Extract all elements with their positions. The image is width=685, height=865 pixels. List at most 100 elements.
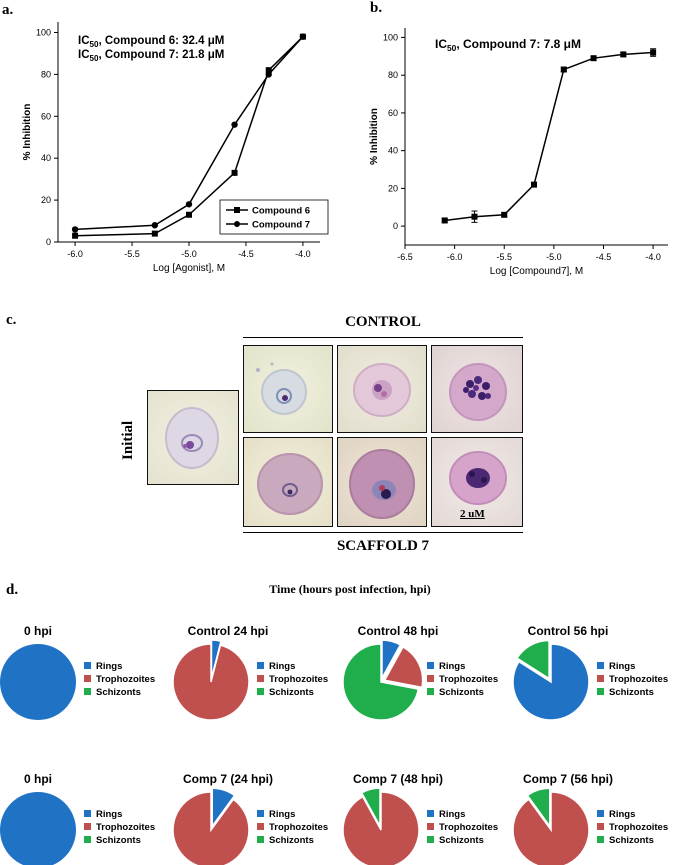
chart-b-annotation: IC50, Compound 7: 7.8 μM: [435, 37, 581, 53]
pie-legend-label: Schizonts: [269, 835, 314, 846]
panel-letter-d: d.: [6, 582, 19, 598]
pie-legend-label: Schizonts: [439, 687, 484, 698]
chart-a-xtick-label: -4.5: [238, 249, 254, 259]
control-divider: [243, 337, 523, 338]
panel-letter-c: c.: [6, 312, 17, 328]
pie-legend-swatch: [257, 675, 264, 682]
pie-section-title: Time (hours post infection, hpi): [269, 582, 430, 596]
cell-image: [257, 453, 323, 515]
chart-b-xtick-label: -5.5: [496, 252, 512, 262]
chart-a-series-line-2: [75, 36, 304, 231]
chart-b-point-square: [620, 51, 627, 58]
pie-legend-label: Trophozoites: [269, 674, 328, 685]
micrograph-control-2: [337, 345, 427, 433]
chart-b-point-square: [471, 213, 478, 220]
chart-a-point-circle: [151, 222, 159, 229]
chart-a-ytick-label: 80: [41, 69, 51, 79]
chart-a-ytick-label: 20: [41, 195, 51, 205]
pie-chart-grid: Time (hours post infection, hpi) 0 hpi Rin…: [0, 582, 668, 865]
chart-a-xtick-label: -4.0: [295, 249, 311, 259]
chart-a-point-square: [151, 230, 158, 237]
chart-a-legend-box: [219, 199, 329, 235]
chart-b-xtick-label: -4.5: [596, 252, 612, 262]
pie-legend-swatch: [257, 688, 264, 695]
pie-slice-schizonts: [515, 639, 550, 680]
pie-legend-label: Rings: [609, 661, 635, 672]
pie-legend-swatch: [597, 688, 604, 695]
chart-a-legend: Compound 6 Compound 7: [219, 199, 329, 235]
chart-b-ytick-label: 60: [388, 108, 398, 118]
pie-slice-trophozoites: [342, 791, 420, 865]
micrograph-scaffold-3: 2 uM: [431, 437, 523, 527]
pie-legend-swatch: [427, 810, 434, 817]
cell-image: [353, 363, 411, 417]
chart-a-xlabel: Log [Agonist], M: [153, 263, 225, 274]
pie-legend-label: Schizonts: [609, 835, 654, 846]
chart-a-point-circle: [71, 226, 79, 233]
pie-slice-schizonts: [342, 643, 420, 721]
cell-image: [349, 449, 415, 519]
pie-slice-trophozoites: [512, 791, 590, 865]
pie-legend-swatch: [597, 810, 604, 817]
pie-legend-label: Trophozoites: [96, 822, 155, 833]
pie-legend-label: Rings: [96, 809, 122, 820]
pie-slice-rings: [211, 787, 236, 829]
chart-b-ytick-label: 40: [388, 146, 398, 156]
pie-legend-swatch: [84, 675, 91, 682]
pie-legend-label: Trophozoites: [439, 822, 498, 833]
chart-a-point-circle: [265, 71, 272, 78]
pie-title: Control 56 hpi: [528, 624, 609, 638]
cell-image: [449, 451, 507, 505]
chart-a-point-square: [72, 232, 79, 239]
pie-legend-swatch: [257, 836, 264, 843]
micrograph-scaffold-2: [337, 437, 427, 527]
chart-a-annotation: IC50, Compound 7: 21.8 μM: [78, 49, 224, 63]
chart-a-point-square: [186, 211, 192, 218]
pie-title: Control 48 hpi: [358, 624, 439, 638]
pie-legend-label: Schizonts: [96, 687, 141, 698]
pie-legend-swatch: [84, 836, 91, 843]
chart-b-xtick-label: -6.0: [447, 252, 463, 262]
pie-legend-label: Schizonts: [269, 687, 314, 698]
chart-a-xtick-label: -5.5: [124, 249, 140, 259]
chart-a-legend-label: Compound 6: [252, 206, 310, 217]
chart-b-ytick-label: 20: [388, 183, 398, 193]
pie-legend-swatch: [597, 675, 604, 682]
pie-legend-label: Rings: [439, 661, 465, 672]
micrograph-control-3: [431, 345, 523, 433]
pie-slice-rings: [512, 643, 590, 721]
chart-b-point-square: [650, 49, 657, 56]
pie-title: Comp 7 (24 hpi): [183, 772, 273, 786]
chart-b-xtick-label: -6.5: [397, 252, 413, 262]
pie-title: 0 hpi: [24, 772, 52, 786]
pie-legend-swatch: [427, 688, 434, 695]
pie-legend-label: Rings: [439, 809, 465, 820]
pie-legend-swatch: [427, 675, 434, 682]
pie-title: Comp 7 (56 hpi): [523, 772, 613, 786]
chart-a-point-square: [231, 169, 238, 176]
pie-slice-rings: [0, 792, 76, 865]
micrograph-initial: [147, 390, 239, 485]
pie-legend-swatch: [427, 662, 434, 669]
pie-legend-swatch: [84, 662, 91, 669]
chart-a-ytick-label: 100: [36, 27, 51, 37]
chart-a-point-square: [265, 67, 272, 74]
pie-legend-label: Schizonts: [609, 687, 654, 698]
pie-slice-schizonts: [360, 787, 381, 827]
pie-slice-rings: [0, 644, 76, 720]
pie-legend-label: Rings: [609, 809, 635, 820]
chart-a-xtick-label: -5.0: [181, 249, 197, 259]
pie-legend-swatch: [84, 810, 91, 817]
chart-b-series-line-1: [444, 51, 654, 222]
pie-title: Control 24 hpi: [188, 624, 269, 638]
chart-a-legend-marker: [234, 207, 240, 213]
chart-a-legend-marker: [234, 221, 240, 227]
chart-b-ytick-label: 100: [383, 32, 398, 42]
pie-legend-label: Trophozoites: [439, 674, 498, 685]
pie-slice-trophozoites: [383, 645, 424, 689]
micrograph-control-1: [243, 345, 333, 433]
pie-legend-swatch: [597, 823, 604, 830]
chart-a-ytick-label: 40: [41, 153, 51, 163]
chart-b-ylabel: % Inhibition: [369, 108, 380, 165]
pie-legend-swatch: [597, 836, 604, 843]
